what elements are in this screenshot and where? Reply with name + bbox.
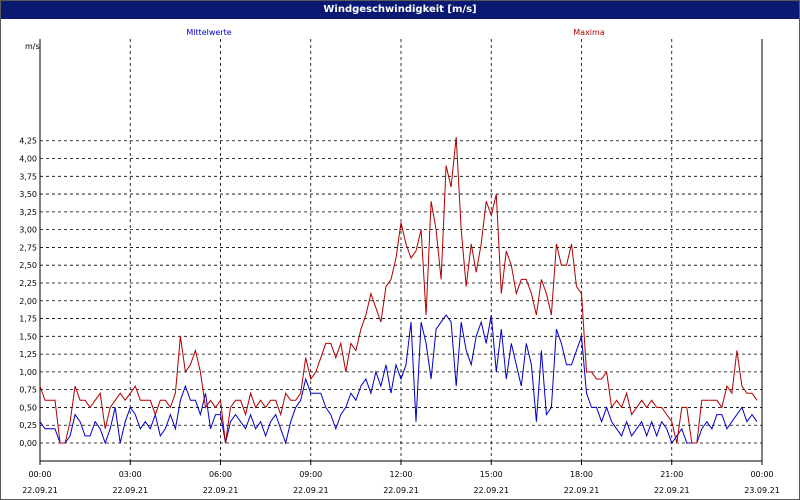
x-tick-time: 18:00 [570, 470, 593, 479]
series-line-mittelwerte [39, 314, 758, 445]
legend-mittelwerte: Mittelwerte [186, 28, 231, 37]
grid-lines [39, 39, 763, 465]
legend-maxima: Maxima [573, 28, 605, 37]
y-tick-label: 1,25 [19, 350, 37, 359]
y-tick-label: 3,00 [19, 226, 37, 235]
y-tick-label: 2,00 [19, 297, 37, 306]
y-tick-label: 3,75 [19, 172, 37, 181]
x-tick-labels: 00:00 22.09.21 03:00 22.09.21 06:00 22.09.21 0… [22, 470, 780, 495]
y-tick-label: 2,50 [19, 261, 37, 270]
x-tick-time: 21:00 [660, 470, 683, 479]
x-tick-date: 22.09.21 [22, 486, 58, 495]
y-tick-labels: 0,00 0,25 0,50 0,75 1,00 1,25 1,50 1,75 2,00 2,25… [19, 137, 37, 448]
x-tick-date: 22.09.21 [383, 486, 419, 495]
x-tick-date: 23.09.21 [744, 486, 780, 495]
x-tick-date: 22.09.21 [564, 486, 600, 495]
x-tick-date: 22.09.21 [473, 486, 509, 495]
x-tick-time: 00:00 [750, 470, 773, 479]
y-tick-label: 3,25 [19, 208, 37, 217]
y-tick-label: 2,75 [19, 243, 37, 252]
y-tick-label: 1,75 [19, 315, 37, 324]
chart-title: Windgeschwindigkeit [m/s] [1, 1, 799, 19]
y-axis-label: m/s [25, 42, 40, 51]
y-tick-label: 4,25 [19, 137, 37, 146]
series-line-maxima [39, 137, 758, 444]
y-tick-label: 2,25 [19, 279, 37, 288]
x-tick-time: 09:00 [299, 470, 322, 479]
y-tick-label: 0,75 [19, 386, 37, 395]
y-tick-label: 4,00 [19, 155, 37, 164]
y-tick-label: 1,00 [19, 368, 37, 377]
x-tick-date: 22.09.21 [203, 486, 239, 495]
y-tick-label: 0,00 [19, 439, 37, 448]
y-tick-label: 0,50 [19, 403, 37, 412]
y-tick-label: 3,50 [19, 190, 37, 199]
x-tick-time: 00:00 [28, 470, 51, 479]
x-tick-time: 06:00 [209, 470, 232, 479]
x-tick-date: 22.09.21 [654, 486, 690, 495]
data-series [39, 137, 758, 445]
x-tick-date: 22.09.21 [293, 486, 329, 495]
x-tick-date: 22.09.21 [112, 486, 148, 495]
x-tick-time: 03:00 [119, 470, 142, 479]
y-tick-label: 1,50 [19, 332, 37, 341]
x-tick-time: 15:00 [480, 470, 503, 479]
y-tick-label: 0,25 [19, 421, 37, 430]
x-tick-time: 12:00 [389, 470, 412, 479]
